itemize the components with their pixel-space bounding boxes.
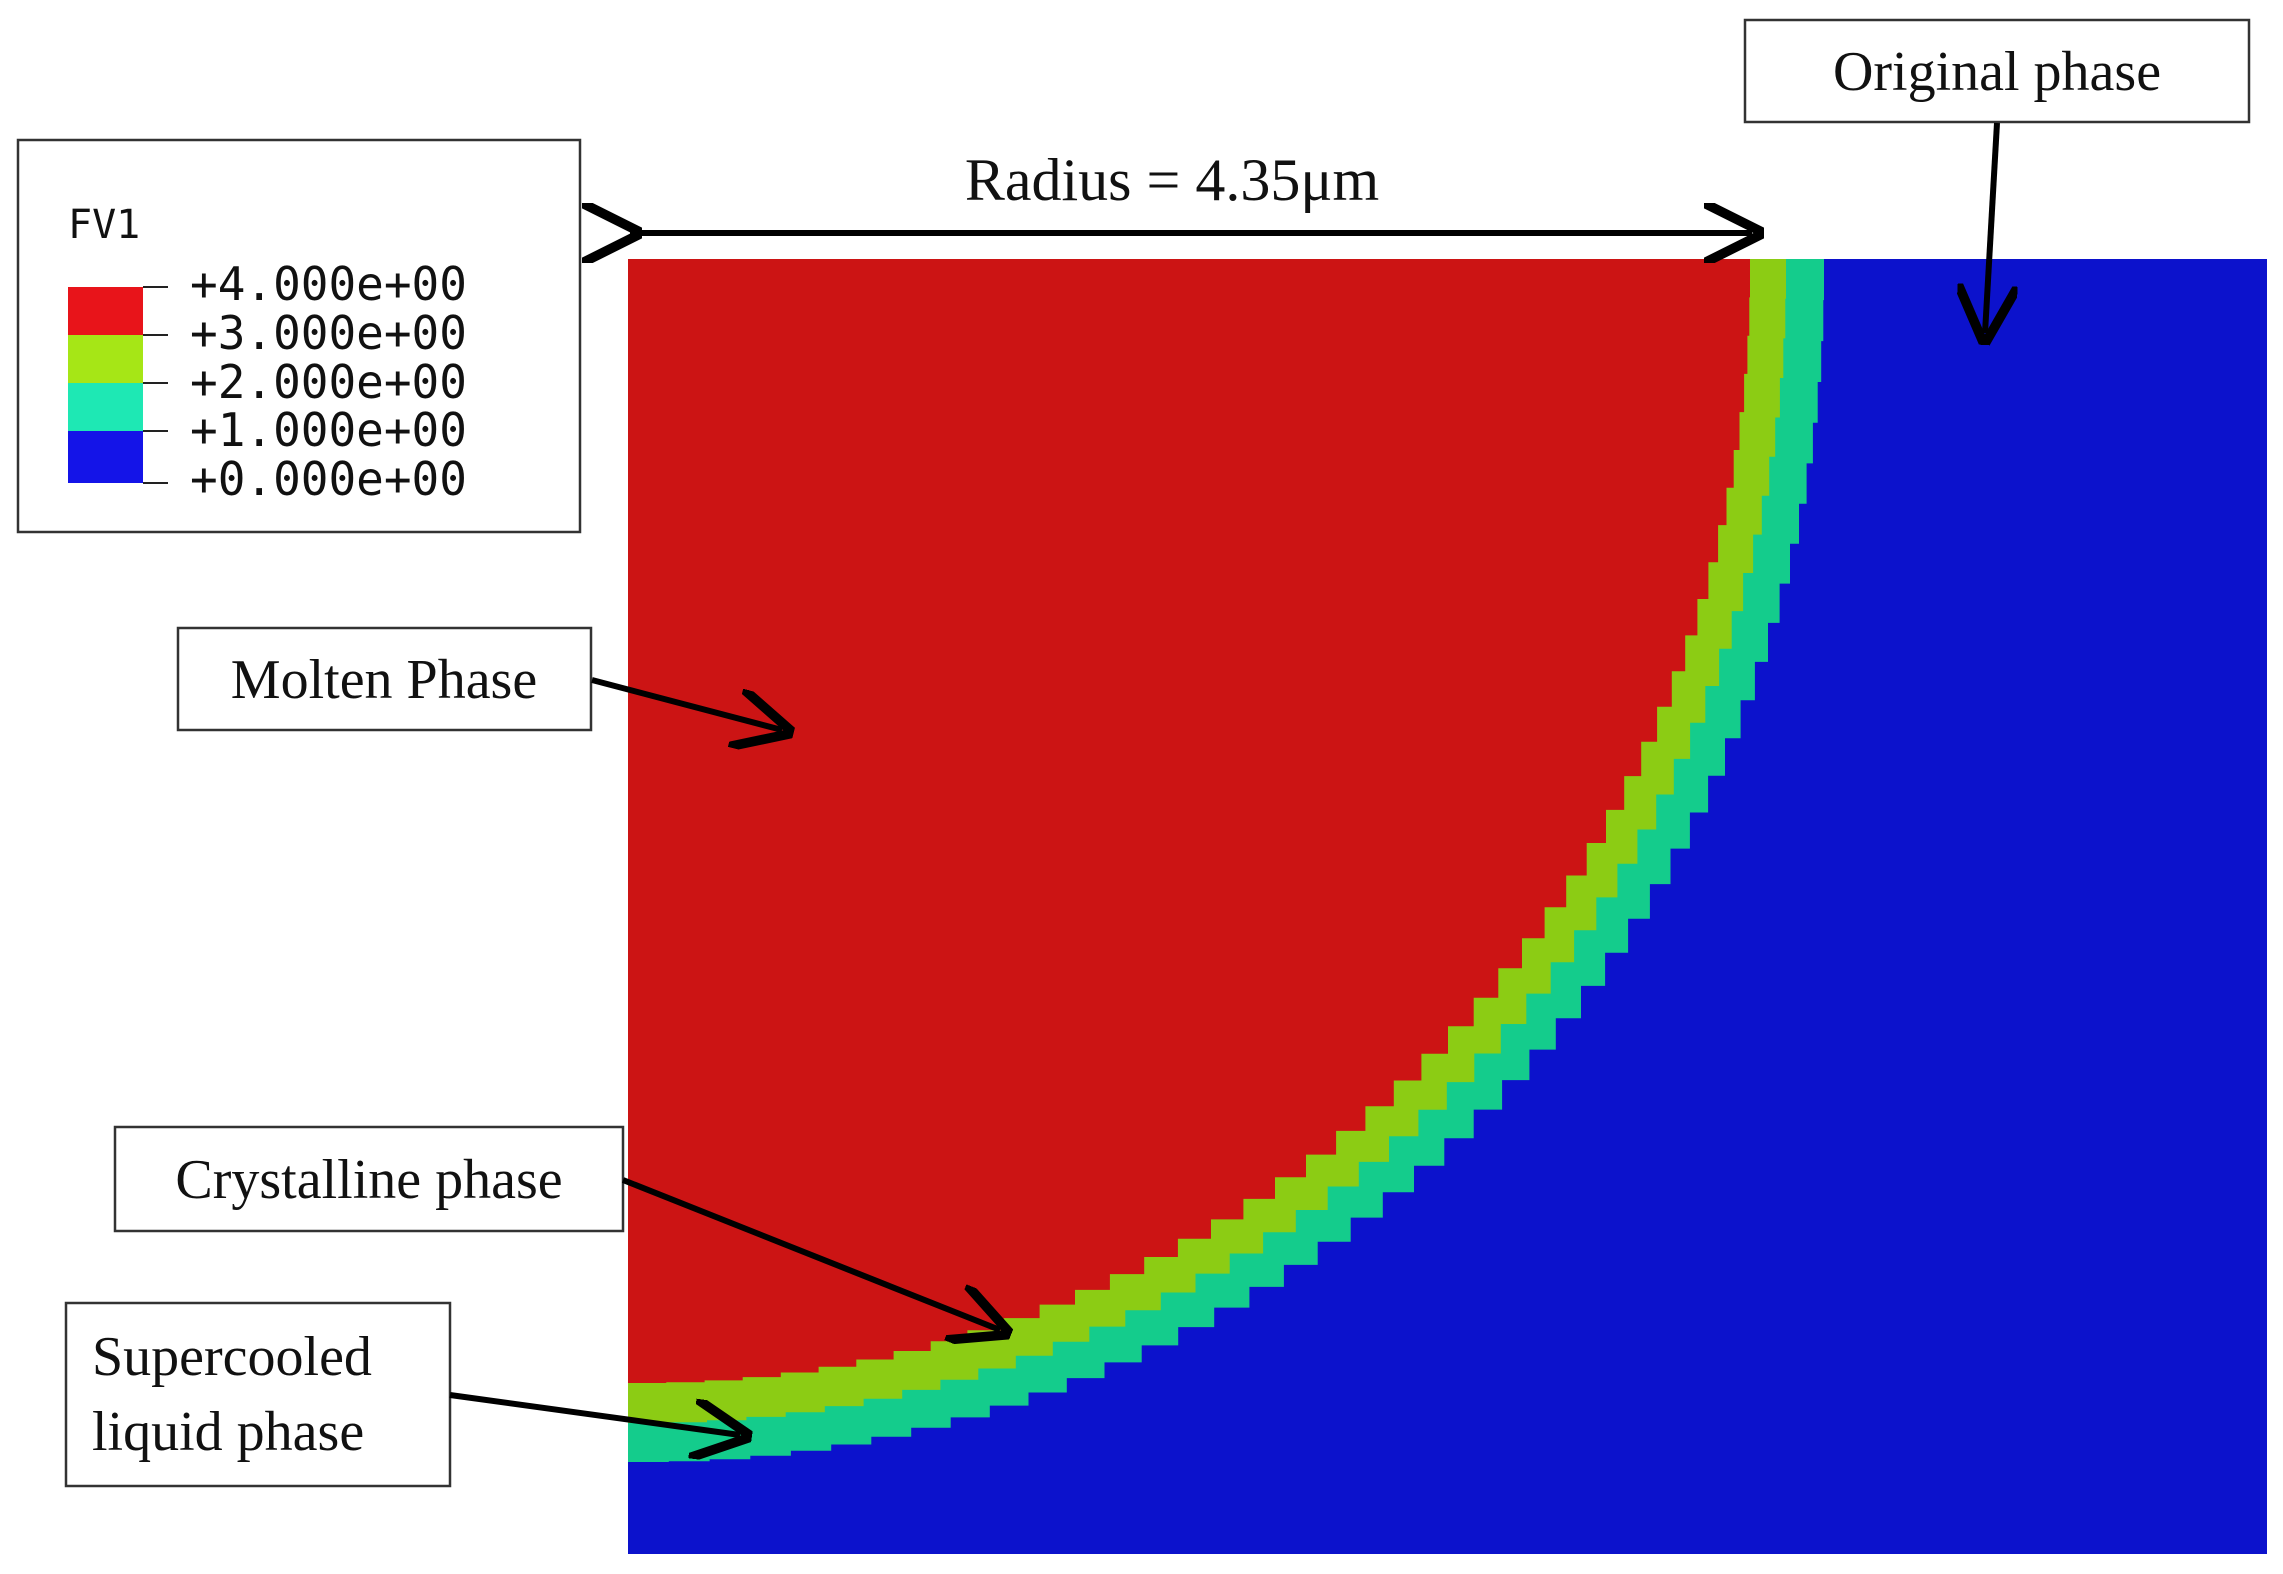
legend-band-2	[68, 383, 143, 431]
molten-region	[628, 259, 1750, 1383]
callout-box	[1743, 18, 2251, 124]
callout-arrow	[591, 677, 782, 730]
callout-label: Molten Phase	[231, 649, 537, 711]
callout-arrow	[621, 1177, 1000, 1330]
callout-arrow	[449, 1392, 740, 1435]
radius-dimension: Radius = 4.35μm	[630, 147, 1752, 233]
legend-tick-2: +2.000e+00	[190, 355, 467, 409]
legend: FV1 +4.000e+00 +3.000e+00 +2.000e+00 +1.…	[16, 138, 582, 534]
callout-molten-phase: Molten Phase	[176, 626, 782, 732]
legend-band-4	[68, 287, 143, 335]
legend-tick-3: +3.000e+00	[190, 306, 467, 360]
callout-label-line1: Supercooled	[92, 1326, 372, 1388]
legend-band-3	[68, 335, 143, 383]
callout-crystalline-phase: Crystalline phase	[113, 1125, 1000, 1330]
callout-arrow	[1985, 122, 1997, 333]
phase-field	[628, 259, 2267, 1554]
legend-tick-1: +1.000e+00	[190, 403, 467, 457]
legend-band-1	[68, 431, 143, 483]
legend-tick-0: +0.000e+00	[190, 452, 467, 506]
callout-box	[113, 1125, 625, 1233]
legend-tick-4: +4.000e+00	[190, 257, 467, 311]
radius-label: Radius = 4.35μm	[965, 147, 1379, 213]
callout-supercooled-phase: Supercooled liquid phase	[64, 1301, 740, 1488]
callout-label: Original phase	[1833, 41, 2161, 103]
legend-title: FV1	[68, 202, 140, 248]
callout-label-line2: liquid phase	[92, 1401, 364, 1463]
callout-original-phase: Original phase	[1743, 18, 2251, 333]
callout-label: Crystalline phase	[175, 1149, 562, 1211]
callout-box	[64, 1301, 452, 1488]
callout-box	[176, 626, 593, 732]
